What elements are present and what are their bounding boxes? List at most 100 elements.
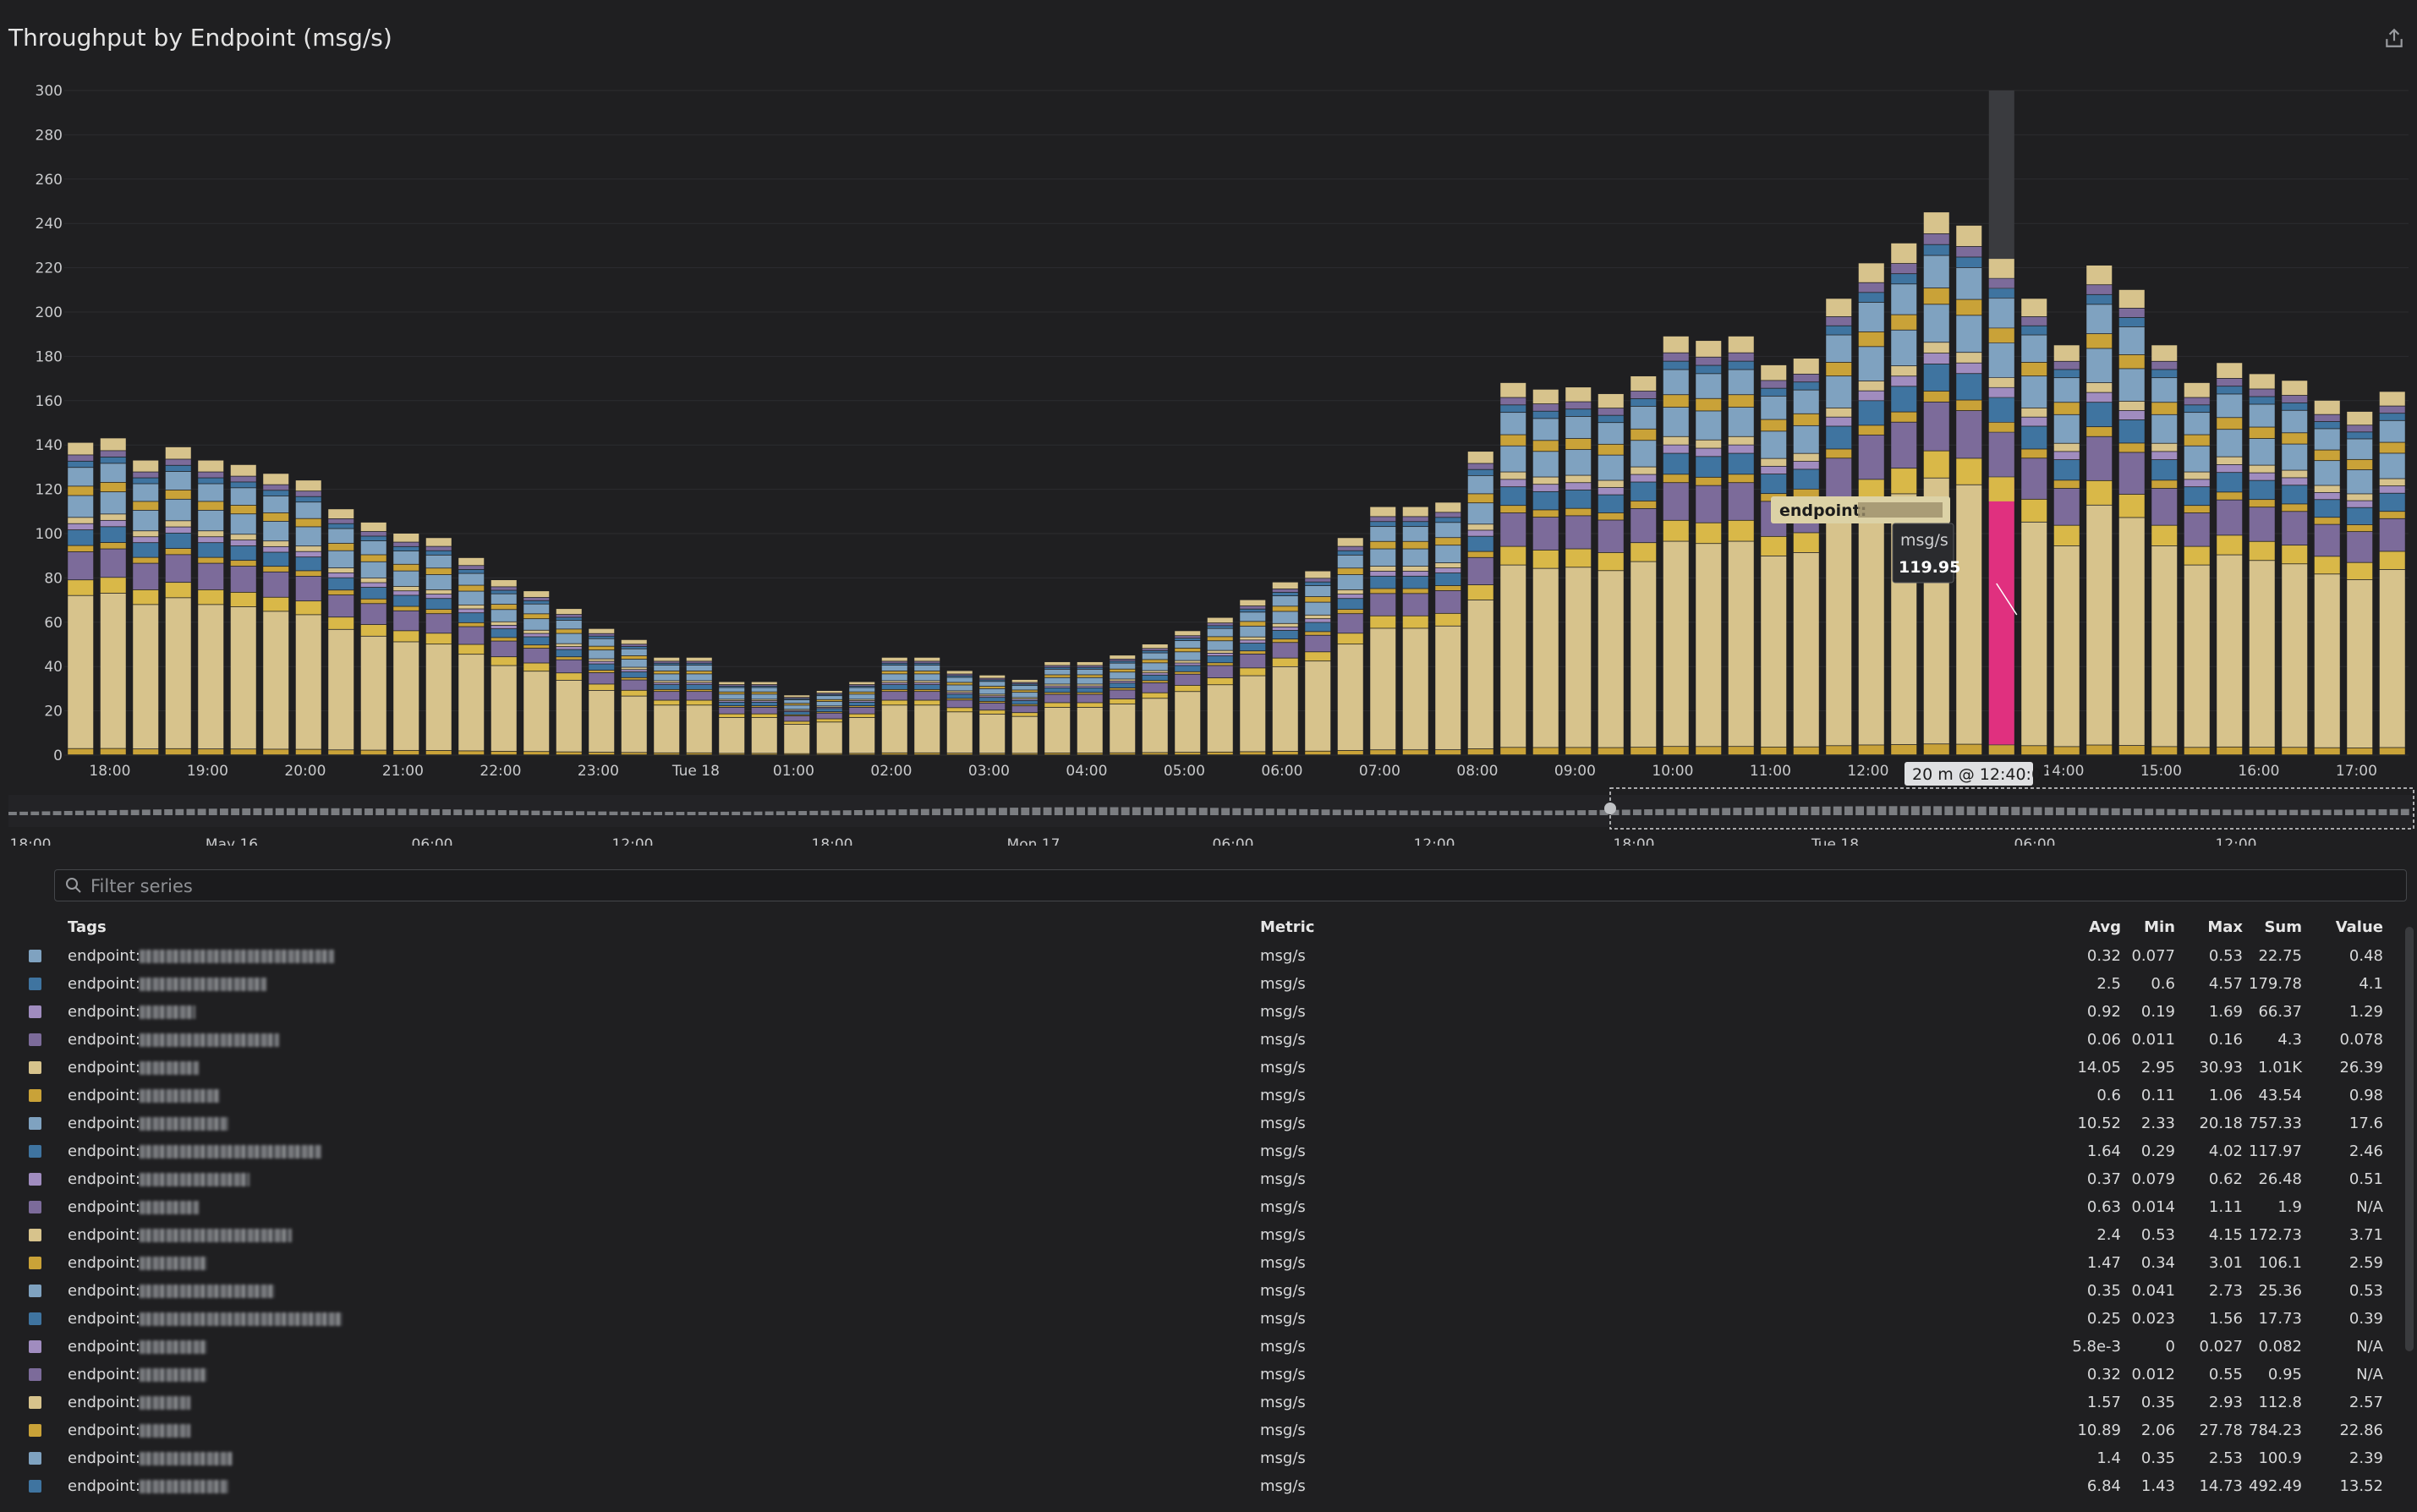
- bar-segment[interactable]: [295, 480, 321, 491]
- bar-segment[interactable]: [360, 522, 386, 532]
- bar-segment[interactable]: [556, 647, 582, 649]
- bar-segment[interactable]: [946, 694, 973, 698]
- bar-segment[interactable]: [458, 655, 485, 751]
- bar-segment[interactable]: [1402, 616, 1428, 628]
- bar-segment[interactable]: [751, 694, 777, 699]
- bar-segment[interactable]: [979, 678, 1006, 680]
- bar-segment[interactable]: [1272, 666, 1298, 752]
- bar-segment[interactable]: [1305, 751, 1331, 755]
- bar-segment[interactable]: [816, 707, 842, 709]
- bar-segment[interactable]: [1500, 487, 1526, 506]
- bar-segment[interactable]: [914, 684, 940, 689]
- bar-segment[interactable]: [360, 536, 386, 541]
- bar-segment[interactable]: [1793, 382, 1819, 390]
- bar-segment[interactable]: [1402, 527, 1428, 541]
- bar-segment[interactable]: [1467, 584, 1493, 600]
- bar-segment[interactable]: [1532, 491, 1559, 510]
- bar-segment[interactable]: [68, 468, 94, 486]
- bar-segment[interactable]: [1956, 485, 1982, 744]
- bar-segment[interactable]: [2184, 397, 2210, 405]
- bar-segment[interactable]: [393, 534, 419, 542]
- bar-segment[interactable]: [1598, 495, 1624, 513]
- bar-segment[interactable]: [491, 625, 517, 629]
- bar-segment[interactable]: [1435, 518, 1461, 523]
- bar-segment[interactable]: [1500, 546, 1526, 565]
- bar-segment[interactable]: [1956, 299, 1982, 315]
- bar-segment[interactable]: [295, 518, 321, 527]
- bar-segment[interactable]: [1044, 675, 1071, 677]
- bar-segment[interactable]: [68, 455, 94, 461]
- bar-segment[interactable]: [2118, 326, 2145, 355]
- bar-segment[interactable]: [1142, 653, 1168, 660]
- bar-segment[interactable]: [751, 707, 777, 714]
- bar-segment[interactable]: [1891, 243, 1917, 264]
- bar-segment[interactable]: [2021, 316, 2047, 326]
- bar-segment[interactable]: [68, 580, 94, 595]
- bar-segment[interactable]: [2249, 465, 2275, 473]
- bar[interactable]: [784, 695, 810, 755]
- bar-segment[interactable]: [1044, 661, 1071, 666]
- bar-segment[interactable]: [1207, 663, 1233, 666]
- bar-segment[interactable]: [1598, 480, 1624, 488]
- bar-segment[interactable]: [1011, 686, 1038, 690]
- bar-segment[interactable]: [100, 542, 126, 549]
- bar-segment[interactable]: [1663, 520, 1689, 541]
- bar-segment[interactable]: [1142, 673, 1168, 675]
- bar-segment[interactable]: [2249, 747, 2275, 755]
- bar-segment[interactable]: [425, 633, 452, 644]
- bar-segment[interactable]: [1631, 474, 1657, 482]
- bar-segment[interactable]: [589, 636, 615, 638]
- bar-segment[interactable]: [2184, 565, 2210, 748]
- bar-segment[interactable]: [1793, 461, 1819, 469]
- bar-segment[interactable]: [1272, 623, 1298, 627]
- bar-segment[interactable]: [1240, 643, 1266, 651]
- bar-segment[interactable]: [1435, 572, 1461, 586]
- bar-segment[interactable]: [979, 675, 1006, 678]
- bar-segment[interactable]: [360, 562, 386, 578]
- bar-segment[interactable]: [133, 589, 159, 605]
- bar-segment[interactable]: [881, 665, 907, 671]
- bar-segment[interactable]: [2053, 525, 2080, 546]
- bar-segment[interactable]: [68, 748, 94, 755]
- bar-segment[interactable]: [393, 571, 419, 587]
- bar-segment[interactable]: [295, 551, 321, 557]
- bar-segment[interactable]: [2347, 469, 2373, 494]
- bar-segment[interactable]: [1532, 477, 1559, 485]
- bar-segment[interactable]: [1175, 685, 1201, 692]
- bar-segment[interactable]: [1826, 326, 1852, 335]
- bar[interactable]: [2249, 374, 2275, 755]
- bar-segment[interactable]: [1370, 571, 1396, 576]
- bar-segment[interactable]: [1272, 751, 1298, 755]
- bar-segment[interactable]: [1337, 589, 1363, 594]
- bar-segment[interactable]: [914, 753, 940, 755]
- bar[interactable]: [1988, 259, 2014, 755]
- bar-segment[interactable]: [165, 471, 191, 490]
- bar-segment[interactable]: [1175, 666, 1201, 671]
- bar[interactable]: [1044, 661, 1071, 755]
- bar-segment[interactable]: [1110, 672, 1136, 679]
- bar-segment[interactable]: [1142, 693, 1168, 698]
- bar-segment[interactable]: [589, 672, 615, 684]
- legend-row[interactable]: endpoint: msg/s 0.92 0.19 1.69 66.37 1.29: [0, 998, 2402, 1026]
- bar-segment[interactable]: [2053, 370, 2080, 378]
- bar-segment[interactable]: [1598, 423, 1624, 444]
- bar-segment[interactable]: [946, 700, 973, 708]
- bar-segment[interactable]: [263, 611, 289, 749]
- bar-segment[interactable]: [1500, 479, 1526, 487]
- bar-segment[interactable]: [2151, 378, 2178, 403]
- bar-segment[interactable]: [1467, 463, 1493, 469]
- bar-segment[interactable]: [1110, 690, 1136, 699]
- bar-segment[interactable]: [328, 594, 354, 617]
- bar-segment[interactable]: [751, 684, 777, 686]
- bar[interactable]: [1793, 359, 1819, 755]
- bar-segment[interactable]: [1891, 422, 1917, 468]
- bar-segment[interactable]: [1500, 413, 1526, 435]
- bar[interactable]: [979, 675, 1006, 755]
- bar-segment[interactable]: [1598, 408, 1624, 415]
- bar-segment[interactable]: [1011, 704, 1038, 706]
- bar-segment[interactable]: [1370, 549, 1396, 567]
- bar-segment[interactable]: [1337, 633, 1363, 644]
- bar-segment[interactable]: [2053, 443, 2080, 452]
- bar-segment[interactable]: [328, 523, 354, 529]
- bar-segment[interactable]: [1761, 388, 1787, 396]
